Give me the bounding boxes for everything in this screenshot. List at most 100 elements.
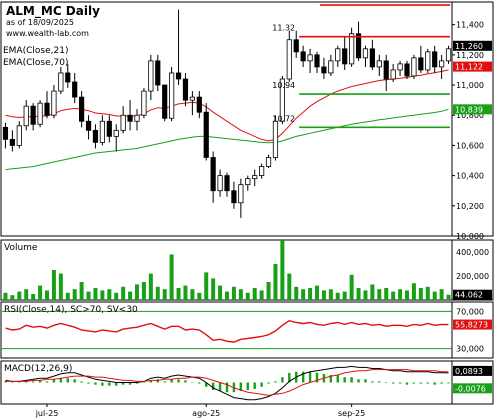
- macd-histogram-bar: [412, 382, 416, 384]
- candle-body: [106, 120, 112, 137]
- macd-histogram-bar: [267, 382, 270, 384]
- candle-body: [425, 51, 431, 71]
- volume-bar: [72, 289, 77, 300]
- volume-bar: [384, 288, 389, 300]
- chart-title: ALM_MC Daily: [6, 4, 100, 19]
- volume-bar: [141, 282, 146, 300]
- macd-histogram-bar: [440, 382, 443, 384]
- rsi-last-label: 55,8273: [455, 321, 488, 330]
- volume-bar: [245, 292, 250, 300]
- candle-body: [141, 90, 147, 116]
- macd-histogram-bar: [378, 381, 381, 383]
- macd-histogram-bar: [52, 379, 56, 383]
- volume-bar: [100, 290, 105, 300]
- macd-histogram-bar: [11, 382, 14, 383]
- macd-histogram-bar: [301, 371, 305, 383]
- candle-body: [182, 78, 189, 101]
- volume-last-label: 44.062: [455, 291, 483, 300]
- volume-title: Volume: [4, 243, 38, 253]
- ema-line-70: [5, 108, 449, 171]
- volume-bar: [398, 289, 403, 300]
- macd-histogram-bar: [398, 382, 402, 384]
- macd-last-label: -0,0076: [455, 384, 486, 393]
- macd-histogram-bar: [385, 382, 388, 383]
- macd-histogram-bar: [232, 382, 236, 393]
- last-value-label: 10,839: [455, 105, 483, 114]
- volume-bar: [65, 292, 70, 300]
- volume-bar: [266, 282, 271, 300]
- macd-histogram-bar: [419, 382, 423, 384]
- candle-body: [30, 105, 36, 125]
- macd-histogram-bar: [18, 382, 21, 383]
- volume-bar: [162, 289, 167, 300]
- volume-bar: [418, 288, 423, 300]
- macd-histogram-bar: [66, 378, 69, 383]
- x-axis-label: sep-25: [338, 409, 365, 418]
- volume-bar: [238, 289, 243, 300]
- volume-bar: [425, 286, 430, 300]
- last-value-label: 11,122: [455, 63, 483, 72]
- candle-body: [390, 69, 396, 80]
- macd-histogram-bar: [336, 374, 339, 383]
- macd-histogram-bar: [253, 382, 256, 389]
- candle-body: [445, 48, 452, 62]
- candle-body: [217, 175, 223, 192]
- volume-bar: [128, 291, 133, 300]
- macd-last-label: 0,0893: [455, 367, 483, 376]
- macd-histogram-bar: [177, 379, 180, 383]
- price-y-tick-label: 10,800: [456, 111, 484, 120]
- macd-histogram-bar: [31, 381, 35, 383]
- macd-histogram-bar: [184, 380, 187, 383]
- price-y-tick-label: 10,400: [456, 172, 484, 181]
- macd-histogram-bar: [211, 382, 215, 391]
- candle-body: [307, 54, 313, 62]
- volume-bar: [259, 290, 264, 300]
- candle-body: [44, 102, 50, 116]
- watermark: www.wealth-lab.com: [6, 29, 89, 38]
- volume-bar: [218, 285, 223, 300]
- macd-signal-line: [5, 369, 449, 396]
- candle-body: [335, 48, 341, 62]
- macd-histogram-bar: [281, 377, 284, 383]
- candle-body: [99, 120, 105, 143]
- candle-body: [79, 96, 85, 122]
- macd-histogram-bar: [198, 382, 201, 384]
- volume-bar: [86, 291, 91, 300]
- macd-histogram-bar: [38, 380, 42, 383]
- volume-bar: [169, 254, 174, 300]
- volume-bar: [405, 290, 409, 300]
- candle-body: [321, 66, 327, 74]
- volume-bar: [225, 291, 229, 300]
- candle-body: [155, 60, 161, 86]
- rsi-title: RSI(Close,14), SC>70, SV<30: [4, 305, 138, 315]
- volume-bar: [197, 292, 202, 300]
- macd-histogram-bar: [108, 382, 111, 386]
- candle-body: [238, 184, 244, 204]
- macd-histogram-bar: [121, 382, 125, 385]
- rsi-line: [5, 319, 449, 343]
- candle-body: [349, 33, 355, 65]
- candle-body: [92, 129, 99, 143]
- candle-body: [224, 175, 230, 192]
- volume-bar: [342, 291, 347, 300]
- candle-body: [51, 90, 57, 116]
- volume-bar: [446, 294, 451, 300]
- candle-body: [134, 114, 140, 122]
- macd-histogram-bar: [371, 381, 374, 383]
- volume-bar: [321, 290, 326, 300]
- last-value-badge: [453, 61, 492, 72]
- legend-ema-70: EMA(Close,70): [3, 58, 68, 68]
- macd-histogram-bar: [94, 382, 97, 385]
- level-label: 11.32: [272, 24, 295, 33]
- macd-histogram-bar: [205, 382, 208, 387]
- volume-bar: [391, 291, 396, 300]
- candle-body: [189, 96, 195, 101]
- candle-body: [279, 78, 285, 122]
- volume-bar: [17, 291, 22, 300]
- volume-bar: [107, 289, 112, 300]
- volume-bar: [315, 285, 319, 300]
- macd-histogram-bar: [115, 382, 118, 386]
- volume-bar: [328, 289, 333, 300]
- macd-histogram-bar: [101, 382, 104, 386]
